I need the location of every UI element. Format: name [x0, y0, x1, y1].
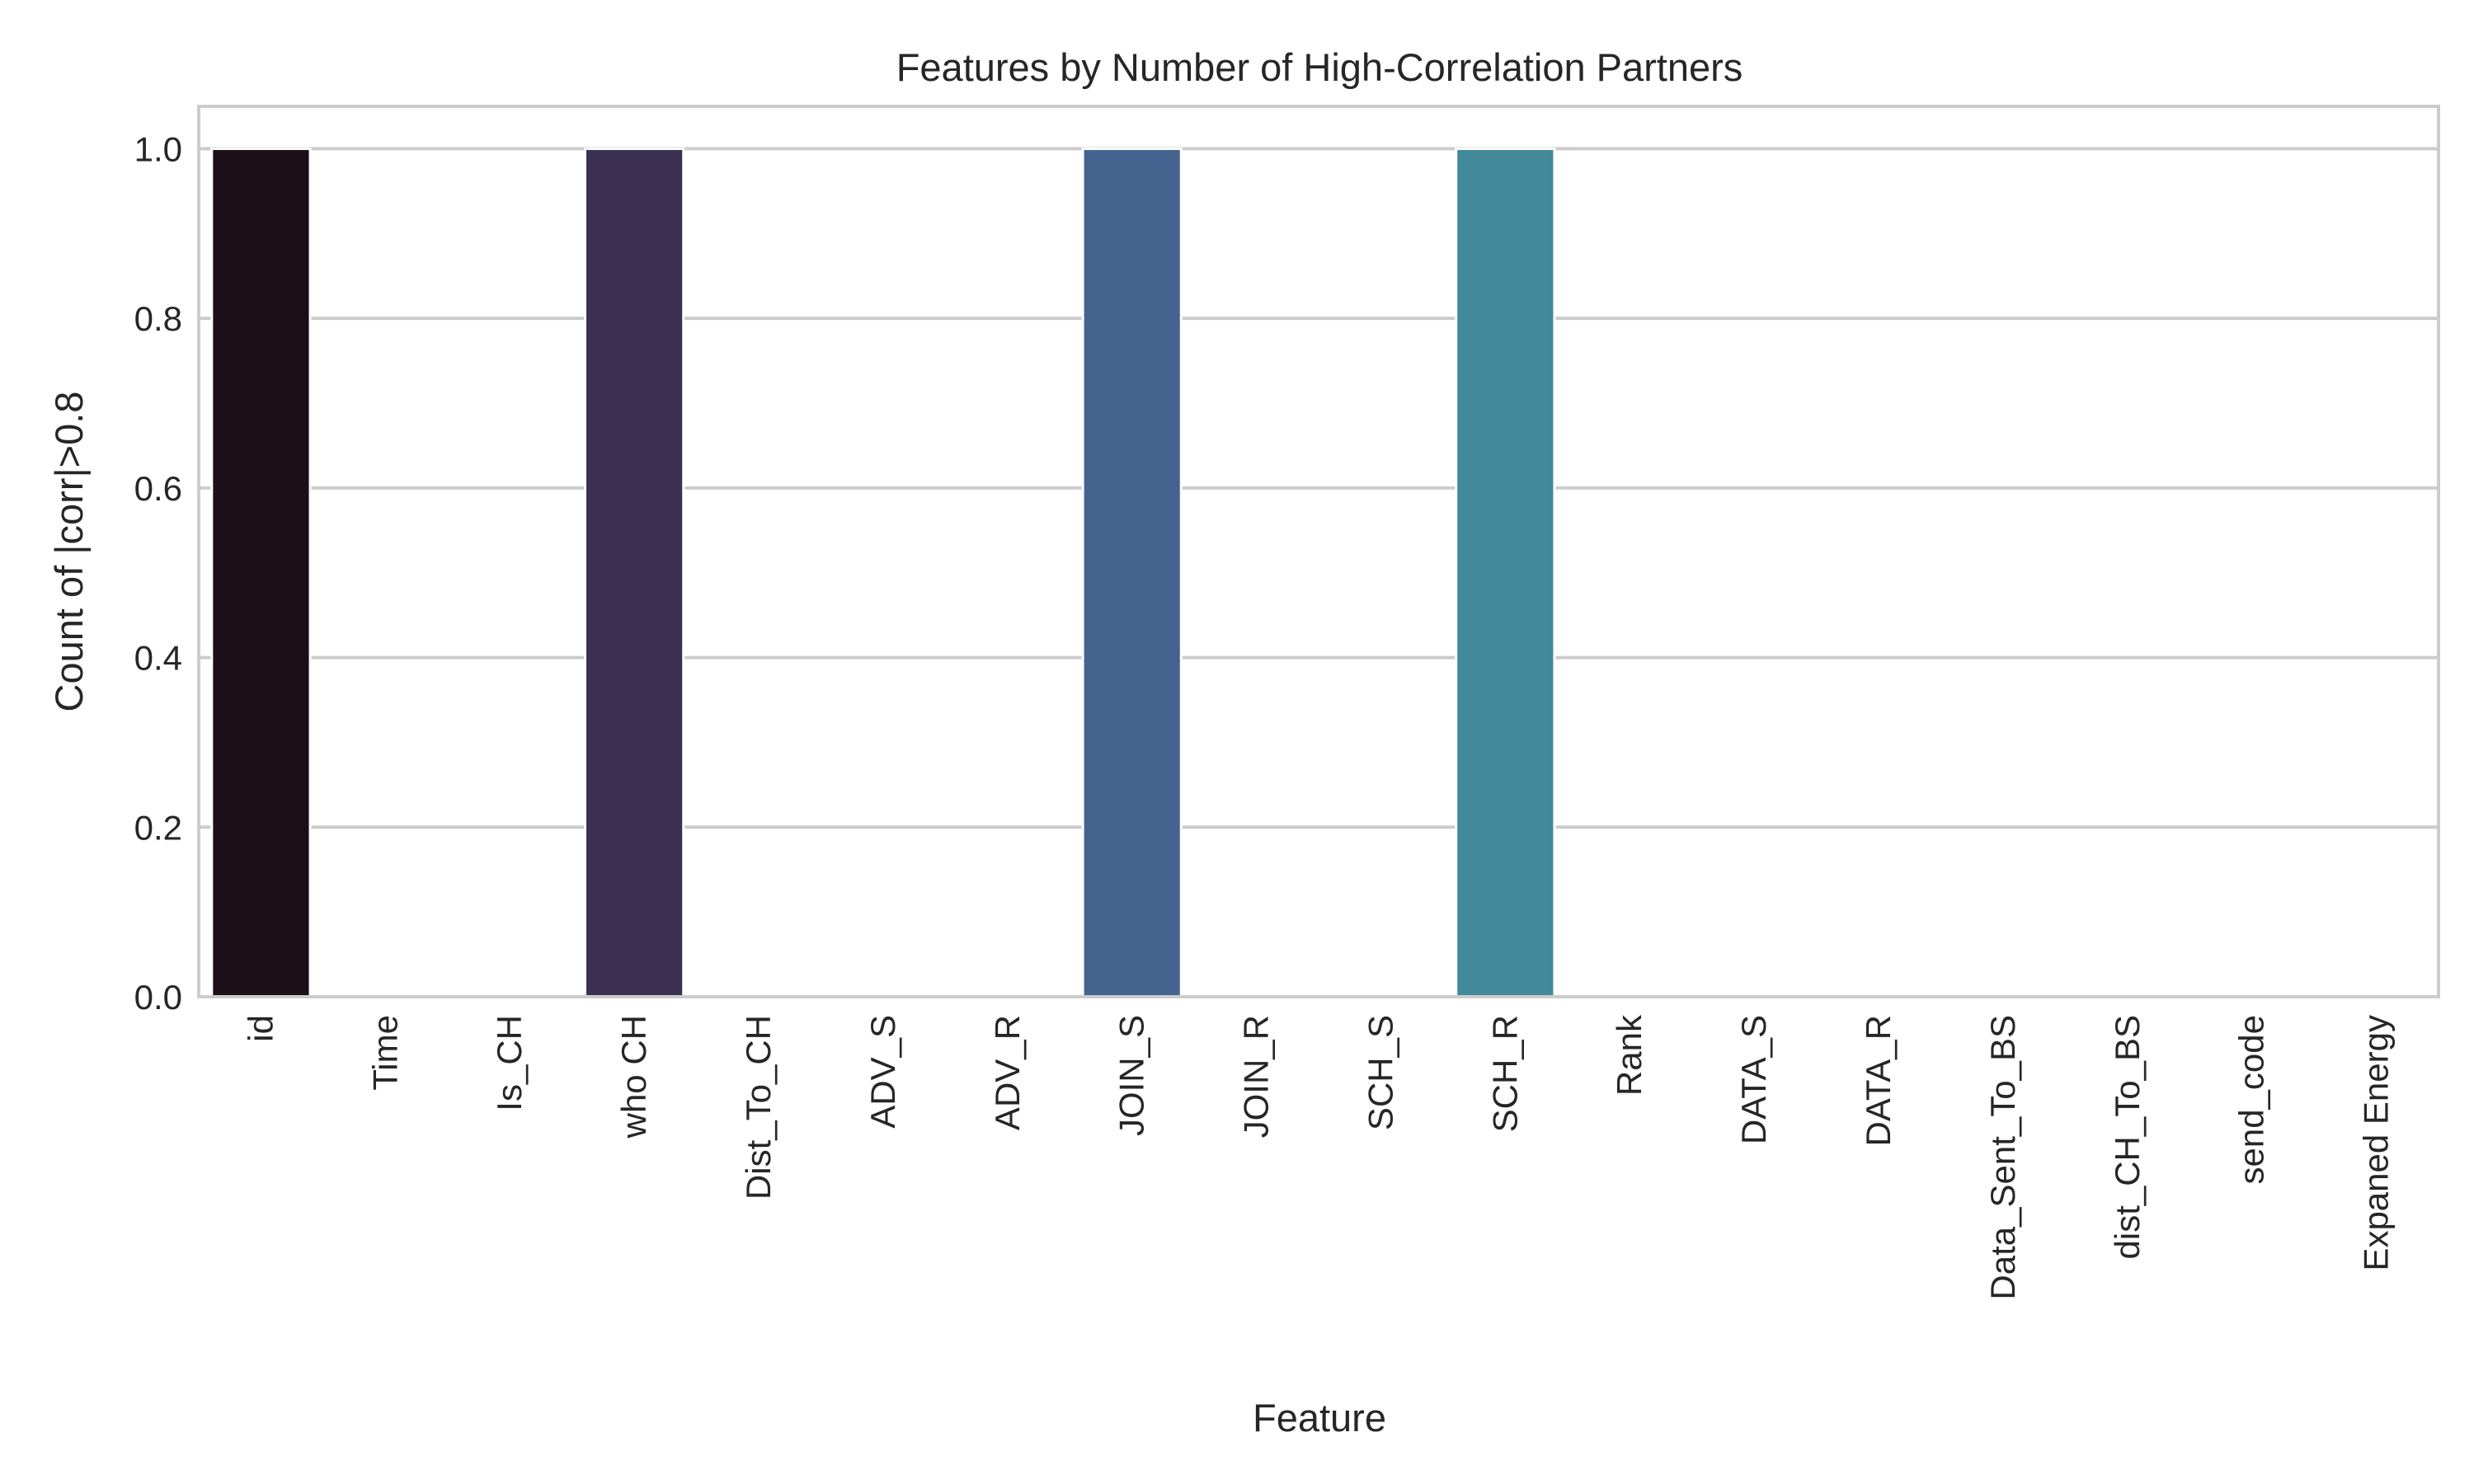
y-tick-label: 0.2: [134, 808, 182, 847]
x-tick-label: Is_CH: [490, 1015, 529, 1111]
chart-title: Features by Number of High-Correlation P…: [896, 45, 1743, 89]
x-tick-label: DATA_S: [1734, 1015, 1773, 1144]
y-tick-label: 0.0: [134, 978, 182, 1017]
y-axis-label: Count of |corr|>0.8: [47, 392, 91, 712]
x-tick-label: ADV_S: [863, 1015, 902, 1129]
x-tick-label: Time: [365, 1015, 404, 1091]
x-tick-label: who CH: [614, 1015, 653, 1139]
x-tick-label: Data_Sent_To_BS: [1983, 1015, 2022, 1300]
y-tick-label: 0.8: [134, 299, 182, 338]
x-tick-label: id: [241, 1015, 280, 1042]
x-tick-label: send_code: [2232, 1015, 2271, 1185]
x-tick-label: DATA_R: [1859, 1015, 1898, 1146]
x-tick-label: Rank: [1610, 1014, 1649, 1096]
x-tick-label: ADV_R: [988, 1015, 1027, 1130]
y-tick-label: 0.6: [134, 469, 182, 508]
y-tick-labels: 0.0 0.2 0.4 0.6 0.8 1.0: [134, 129, 182, 1017]
x-tick-labels: id Time Is_CH who CH Dist_To_CH ADV_S ADV_R JOI…: [241, 1014, 2395, 1300]
x-tick-label: SCH_R: [1485, 1015, 1524, 1132]
x-tick-label: Dist_To_CH: [739, 1015, 778, 1200]
bar-join-s: [1081, 147, 1183, 998]
bars: [210, 147, 1556, 998]
x-axis-label: Feature: [1253, 1396, 1386, 1439]
bar-sch-r: [1455, 147, 1556, 998]
y-tick-label: 0.4: [134, 639, 182, 678]
bar-id: [210, 147, 312, 998]
gridlines: [199, 147, 2439, 998]
x-tick-label: JOIN_R: [1237, 1015, 1276, 1138]
x-tick-label: Expaned Energy: [2357, 1015, 2396, 1271]
bar-who-ch: [584, 147, 685, 998]
y-tick-label: 1.0: [134, 129, 182, 168]
x-tick-label: JOIN_S: [1112, 1015, 1151, 1136]
plot-frame: [197, 105, 2440, 998]
x-tick-label: dist_CH_To_BS: [2108, 1015, 2147, 1259]
x-tick-label: SCH_S: [1361, 1015, 1399, 1130]
